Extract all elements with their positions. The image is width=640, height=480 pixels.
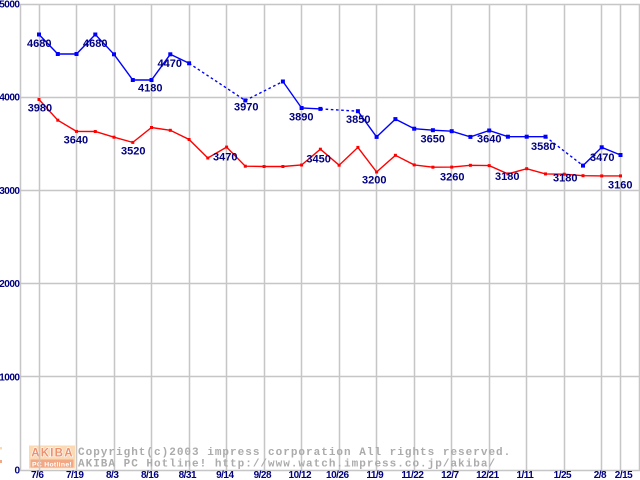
svg-text:3580: 3580 xyxy=(531,141,555,153)
svg-text:5000: 5000 xyxy=(0,0,20,11)
svg-text:12/21: 12/21 xyxy=(476,470,499,480)
svg-text:3470: 3470 xyxy=(590,152,614,164)
svg-text:11/22: 11/22 xyxy=(401,470,424,480)
svg-text:AKIBA: AKIBA xyxy=(31,447,73,459)
svg-text:4680: 4680 xyxy=(83,38,107,50)
svg-text:3980: 3980 xyxy=(28,103,52,115)
svg-text:10/26: 10/26 xyxy=(326,470,349,480)
svg-text:1/25: 1/25 xyxy=(554,470,572,480)
svg-text:7/6: 7/6 xyxy=(31,470,44,480)
svg-text:3650: 3650 xyxy=(421,134,445,146)
svg-text:3180: 3180 xyxy=(553,173,577,185)
svg-text:3450: 3450 xyxy=(306,154,330,166)
svg-text:7/19: 7/19 xyxy=(66,470,84,480)
svg-text:4000: 4000 xyxy=(0,93,20,104)
svg-text:PC Hotline!: PC Hotline! xyxy=(32,461,72,468)
svg-text:4680: 4680 xyxy=(27,38,51,50)
svg-text:2/15: 2/15 xyxy=(615,470,633,480)
svg-text:3470: 3470 xyxy=(213,152,237,164)
svg-text:3640: 3640 xyxy=(477,134,501,146)
svg-text:3890: 3890 xyxy=(289,112,313,124)
svg-text:3260: 3260 xyxy=(440,172,464,184)
svg-text:3160: 3160 xyxy=(608,180,632,192)
svg-text:0: 0 xyxy=(14,466,20,477)
svg-text:9/28: 9/28 xyxy=(254,470,272,480)
svg-text:AKIBA PC Hotline! http://www.: AKIBA PC Hotline! http://www.watch.impre… xyxy=(78,458,496,470)
svg-text:1/11: 1/11 xyxy=(516,470,534,480)
svg-text:3000: 3000 xyxy=(0,186,20,197)
svg-text:4180: 4180 xyxy=(138,83,162,95)
svg-text:1000: 1000 xyxy=(0,372,20,383)
svg-text:Copyright(c)2003 impress corpo: Copyright(c)2003 impress corporation All… xyxy=(78,447,511,459)
svg-text:3180: 3180 xyxy=(495,171,519,183)
svg-text:3520: 3520 xyxy=(121,146,145,158)
svg-text:3970: 3970 xyxy=(234,102,258,114)
svg-text:8/3: 8/3 xyxy=(106,470,119,480)
svg-text:3850: 3850 xyxy=(346,114,370,126)
svg-text:10/12: 10/12 xyxy=(289,470,312,480)
svg-text:8/16: 8/16 xyxy=(141,470,159,480)
svg-text:3640: 3640 xyxy=(64,135,88,147)
svg-text:2000: 2000 xyxy=(0,279,20,290)
svg-text:11/9: 11/9 xyxy=(366,470,384,480)
svg-text:9/14: 9/14 xyxy=(216,470,234,480)
svg-text:3200: 3200 xyxy=(362,175,386,187)
svg-text:2/8: 2/8 xyxy=(594,470,607,480)
svg-text:4470: 4470 xyxy=(158,58,182,70)
svg-text:8/31: 8/31 xyxy=(179,470,197,480)
svg-text:12/7: 12/7 xyxy=(441,470,459,480)
